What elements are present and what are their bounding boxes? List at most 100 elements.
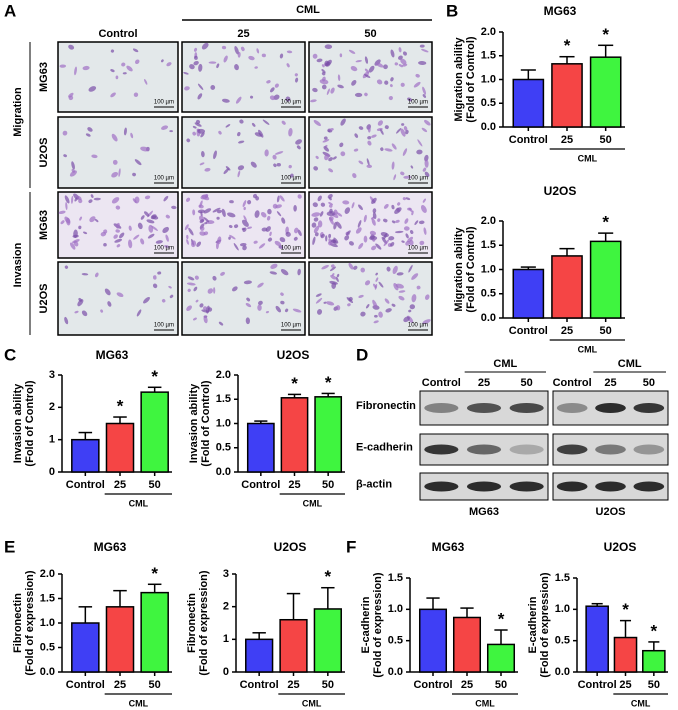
cell xyxy=(394,62,399,66)
bar xyxy=(418,608,448,673)
scale-bar-label: 100 µm xyxy=(154,176,174,182)
cell xyxy=(72,234,79,238)
cell xyxy=(186,234,189,240)
significance-marker: * xyxy=(602,25,609,44)
cell xyxy=(193,55,198,60)
column-label: 25 xyxy=(237,28,249,40)
cell xyxy=(372,208,377,214)
band xyxy=(424,481,459,492)
cell xyxy=(115,205,121,210)
cell xyxy=(398,295,405,301)
cell xyxy=(163,195,169,202)
cell xyxy=(293,236,298,241)
cell xyxy=(74,66,77,76)
cell xyxy=(227,212,236,218)
cell xyxy=(396,128,402,134)
cell xyxy=(122,72,127,75)
cell xyxy=(377,120,383,126)
significance-marker: * xyxy=(325,567,332,586)
cell xyxy=(364,280,371,286)
cell xyxy=(261,227,268,232)
cell xyxy=(74,310,79,314)
cell xyxy=(329,243,338,248)
y-axis-label: Migration ability xyxy=(453,226,465,311)
bar xyxy=(613,636,638,673)
cell xyxy=(321,72,326,76)
cell xyxy=(254,66,258,69)
cell xyxy=(169,294,174,299)
cell xyxy=(340,151,346,157)
x-tick-label: 50 xyxy=(600,325,612,337)
cell xyxy=(265,226,271,232)
cell xyxy=(267,208,272,215)
cell xyxy=(393,174,397,181)
cell xyxy=(111,171,119,178)
cell xyxy=(276,211,282,217)
cell xyxy=(119,232,125,239)
y-axis-label: (Fold of Control) xyxy=(465,36,477,122)
lane-label: 50 xyxy=(643,377,655,389)
cell xyxy=(331,282,337,289)
cell xyxy=(376,79,383,85)
cell xyxy=(199,162,205,166)
cell xyxy=(94,218,99,223)
cell xyxy=(424,119,431,126)
cell xyxy=(212,275,217,281)
cell-line-label: MG63 xyxy=(38,210,50,240)
scale-bar-label: 100 µm xyxy=(281,100,301,106)
cell xyxy=(364,92,368,97)
band xyxy=(595,444,626,455)
cell xyxy=(213,287,216,294)
cell xyxy=(344,207,351,214)
cell xyxy=(400,128,406,137)
cell xyxy=(184,224,189,231)
cell xyxy=(229,200,234,204)
cell xyxy=(316,58,323,63)
cell xyxy=(201,42,209,50)
cell xyxy=(413,81,421,88)
cell xyxy=(265,310,270,314)
chart-title: MG63 xyxy=(96,348,129,362)
cell xyxy=(115,75,119,80)
cell xyxy=(371,245,377,251)
chart-title: MG63 xyxy=(432,540,465,554)
cell xyxy=(314,232,319,237)
cell xyxy=(73,240,79,247)
x-tick-label: 25 xyxy=(114,679,126,691)
cell xyxy=(243,280,252,285)
cell xyxy=(250,161,257,168)
cell xyxy=(140,146,149,152)
cell xyxy=(326,59,332,66)
y-tick-label: 1 xyxy=(223,633,229,645)
cell xyxy=(89,216,96,223)
cell xyxy=(369,230,377,236)
cell xyxy=(344,235,350,241)
lane-label: 25 xyxy=(478,377,490,389)
cell xyxy=(386,266,391,272)
cell xyxy=(232,286,238,292)
scale-bar-label: 100 µm xyxy=(154,246,174,252)
cell xyxy=(351,202,355,209)
cell xyxy=(134,159,142,166)
cell xyxy=(411,273,419,280)
cell xyxy=(113,234,118,239)
cell xyxy=(115,222,120,229)
cell xyxy=(407,236,414,243)
cell xyxy=(327,193,333,199)
bar xyxy=(585,605,609,673)
y-tick-label: 0.0 xyxy=(555,666,570,678)
cell xyxy=(319,79,329,85)
cell xyxy=(203,315,208,324)
cell xyxy=(128,239,133,249)
cell xyxy=(410,165,414,169)
cell xyxy=(143,296,150,304)
cell xyxy=(130,132,134,139)
cell xyxy=(193,317,197,321)
cell xyxy=(68,44,75,50)
cell xyxy=(348,241,354,246)
cell xyxy=(66,217,71,226)
cell xyxy=(114,238,123,243)
scale-bar-label: 100 µm xyxy=(281,246,301,252)
y-tick-label: 1.0 xyxy=(481,263,496,275)
